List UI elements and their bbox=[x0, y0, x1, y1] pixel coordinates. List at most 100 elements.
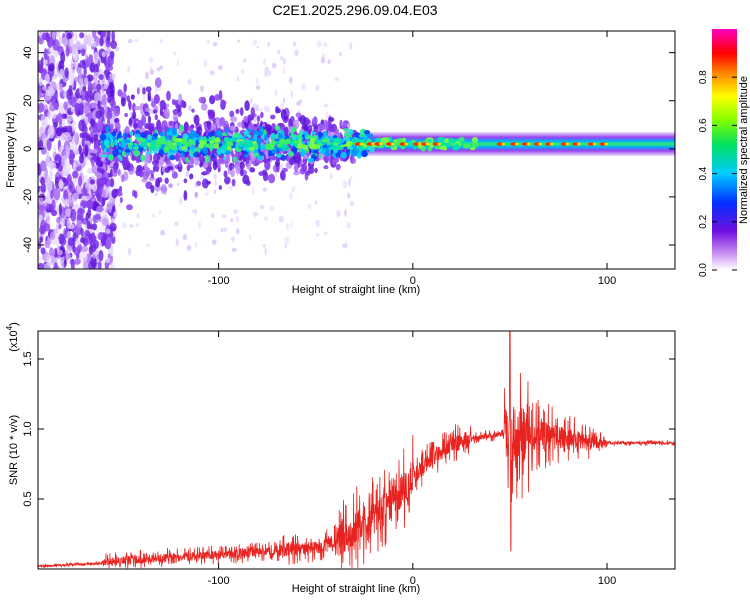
spectrogram-cell bbox=[59, 217, 66, 227]
spectrogram-cell bbox=[59, 83, 63, 93]
spectrogram-cell bbox=[231, 236, 235, 242]
spectrogram-cell bbox=[99, 133, 107, 141]
spectrogram-cell bbox=[402, 137, 407, 143]
spectrogram-cell bbox=[111, 31, 115, 43]
spectrogram-cell bbox=[40, 183, 47, 193]
spectrogram-cell bbox=[471, 136, 479, 143]
spectrogram-cell bbox=[174, 138, 183, 143]
spectrogram-cell bbox=[175, 153, 180, 162]
spectrogram-cell bbox=[89, 183, 95, 190]
spectrogram-cell bbox=[408, 140, 415, 146]
spectrogram-hotspot bbox=[514, 142, 519, 146]
spectrogram-cell bbox=[143, 162, 148, 171]
spectrogram-cell bbox=[199, 140, 206, 144]
spectrogram-cell bbox=[434, 145, 440, 150]
spectrogram-cell bbox=[251, 186, 255, 195]
spectrogram-cell bbox=[111, 188, 118, 199]
spectrogram-cell bbox=[264, 104, 268, 113]
spectrogram-cell bbox=[52, 145, 57, 153]
spectrogram-cell bbox=[328, 126, 334, 133]
spectrogram-cell bbox=[210, 213, 215, 218]
spectrogram-cell bbox=[185, 170, 189, 177]
spectrogram-cell bbox=[114, 139, 118, 146]
spectrogram-cell bbox=[105, 74, 110, 80]
spectrogram-cell bbox=[81, 195, 89, 201]
spectrogram-cell bbox=[106, 31, 111, 42]
spectrogram-cell bbox=[132, 122, 139, 129]
spectrogram-cell bbox=[63, 88, 67, 99]
spectrogram-cell bbox=[283, 126, 289, 137]
spectrogram-cell bbox=[166, 90, 171, 101]
spectrogram-cell bbox=[39, 236, 43, 243]
spectrogram-cell bbox=[129, 130, 134, 136]
spectrogram-cell bbox=[381, 137, 390, 142]
spectrogram-cell bbox=[63, 189, 69, 201]
spectrogram-x-axis-label: Height of straight line (km) bbox=[292, 284, 420, 296]
spectrogram-cell bbox=[168, 183, 173, 189]
spectrogram-cell bbox=[182, 138, 187, 144]
spectrogram-cell bbox=[317, 131, 323, 138]
spectrogram-cell bbox=[238, 134, 243, 139]
spectrogram-cell bbox=[270, 132, 277, 141]
spectrogram-cell bbox=[149, 142, 156, 146]
spectrogram-cell bbox=[348, 178, 351, 187]
spectrogram-cell bbox=[95, 156, 101, 165]
spectrogram-cell bbox=[315, 85, 320, 92]
spectrogram-cell bbox=[117, 138, 123, 142]
spectrogram-cell bbox=[361, 149, 368, 158]
spectrogram-cell bbox=[119, 196, 123, 204]
spectrogram-hotspot bbox=[538, 142, 543, 146]
spectrogram-cell bbox=[105, 257, 110, 264]
spectrogram-cell bbox=[160, 229, 166, 236]
spectrogram-cell bbox=[270, 139, 277, 146]
spectrogram-cell bbox=[50, 190, 54, 200]
spectrogram-cell bbox=[208, 109, 216, 119]
spectrogram-cell bbox=[330, 145, 339, 151]
spectrogram-cell bbox=[84, 144, 89, 158]
spectrogram-cell bbox=[148, 176, 156, 181]
spectrogram-cell bbox=[223, 170, 228, 178]
spectrogram-cell bbox=[230, 218, 233, 223]
spectrogram-cell bbox=[86, 199, 94, 210]
spectrogram-cell bbox=[277, 49, 281, 55]
spectrogram-cell bbox=[253, 130, 259, 135]
spectrogram-cell bbox=[139, 142, 146, 148]
spectrogram-cell bbox=[127, 247, 132, 256]
snr-y-tick-label: 1.0 bbox=[22, 421, 34, 436]
spectrogram-cell bbox=[277, 134, 284, 139]
spectrogram-cell bbox=[97, 120, 103, 132]
spectrogram-cell bbox=[51, 31, 56, 41]
spectrogram-cell bbox=[237, 143, 245, 147]
spectrogram-cell bbox=[56, 240, 60, 253]
spectrogram-cell bbox=[105, 40, 111, 48]
spectrogram-cell bbox=[174, 221, 179, 227]
spectrogram-cell bbox=[198, 221, 202, 229]
spectrogram-cell bbox=[318, 154, 323, 158]
spectrogram-cell bbox=[110, 106, 115, 111]
spectrogram-cell bbox=[65, 145, 71, 158]
spectrogram-cell bbox=[292, 41, 297, 47]
spectrogram-cell bbox=[38, 195, 44, 206]
spectrogram-cell bbox=[351, 138, 357, 143]
spectrogram-cell bbox=[110, 262, 116, 269]
spectrogram-cell bbox=[350, 175, 353, 181]
spectrogram-cell bbox=[206, 143, 213, 149]
spectrogram-cell bbox=[126, 204, 133, 211]
spectrogram-cell bbox=[453, 144, 460, 149]
spectrogram-cell bbox=[203, 121, 208, 131]
spectrogram-cell bbox=[40, 247, 46, 255]
spectrogram-cell bbox=[145, 86, 152, 93]
snr-panel: -100 0 100 0.5 1.0 1.5 Height of straight lin… bbox=[5, 322, 676, 595]
spectrogram-cell bbox=[340, 122, 347, 128]
spectrogram-cell bbox=[171, 99, 177, 106]
spectrogram-cell bbox=[239, 161, 245, 170]
spectrogram-cell bbox=[426, 139, 432, 143]
spectrogram-cell bbox=[74, 76, 80, 83]
spectrogram-cell bbox=[145, 181, 153, 190]
spectrogram-cell bbox=[240, 107, 244, 117]
spectrogram-cell bbox=[345, 241, 348, 249]
spectrogram-cell bbox=[276, 108, 282, 114]
spectrogram-cell bbox=[213, 189, 217, 194]
spectrogram-cell bbox=[220, 100, 227, 105]
spectrogram-cell bbox=[78, 119, 86, 132]
